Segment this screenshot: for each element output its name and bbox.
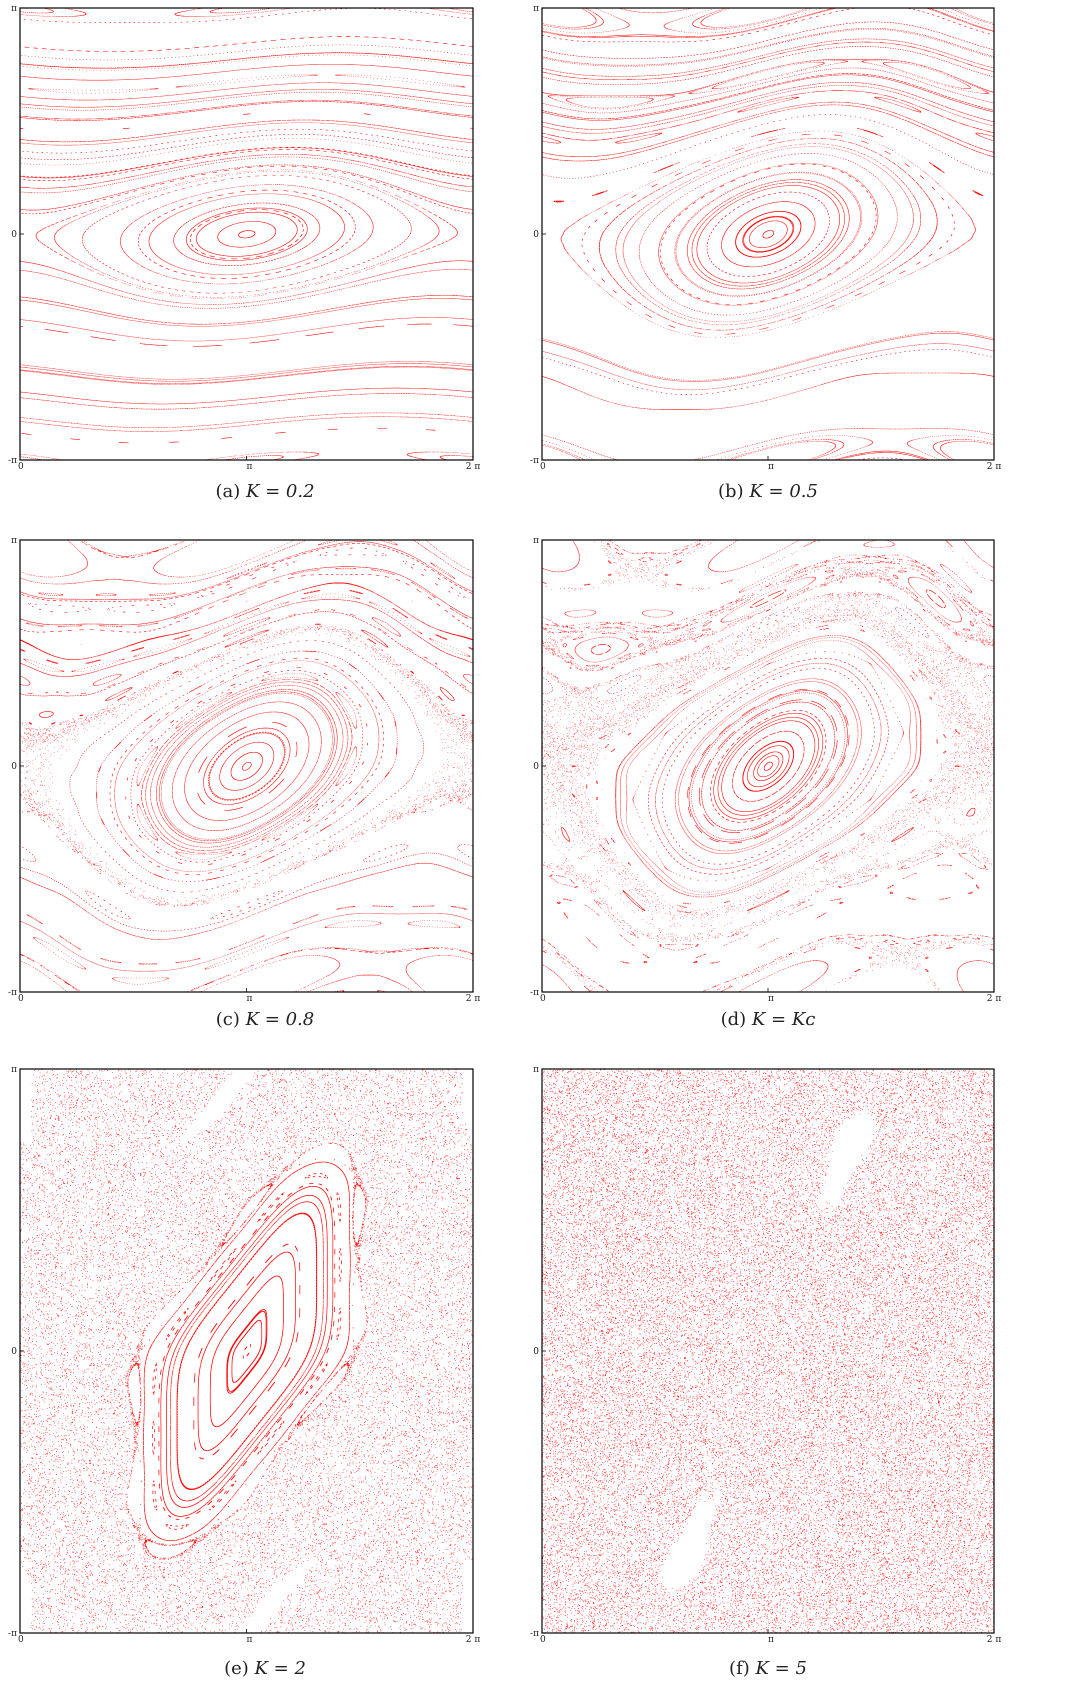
caption-f-prefix: (f) xyxy=(729,1658,750,1679)
y-tick-label-a-2: π xyxy=(11,4,17,14)
y-tick-label-d-1: 0 xyxy=(533,762,539,772)
x-tick-label-d-2: 2 π xyxy=(987,994,1002,1004)
orbit-path-c xyxy=(20,540,474,992)
y-tick-label-d-0: -π xyxy=(530,988,539,998)
orbit-points-e xyxy=(20,1069,474,1634)
plot-frame-b xyxy=(542,8,994,460)
orbit-path-f xyxy=(542,1069,995,1634)
x-tick-label-b-0: 0 xyxy=(540,462,546,472)
caption-d: (d) K = Kᴄ xyxy=(523,1009,1013,1030)
y-tick-label-c-1: 0 xyxy=(11,762,17,772)
y-tick-label-e-0: -π xyxy=(8,1629,17,1639)
y-tick-label-a-0: -π xyxy=(8,456,17,466)
x-tick-label-c-0: 0 xyxy=(18,994,24,1004)
x-tick-label-d-1: π xyxy=(768,994,774,1004)
x-tick-label-a-0: 0 xyxy=(18,462,24,472)
y-tick-label-b-1: 0 xyxy=(533,230,539,240)
caption-e-math: K = 2 xyxy=(255,1658,306,1679)
y-tick-label-e-2: π xyxy=(11,1065,17,1075)
caption-b-prefix: (b) xyxy=(718,481,744,502)
caption-a-prefix: (a) xyxy=(215,481,240,502)
orbit-path-d xyxy=(542,540,995,992)
x-tick-label-b-1: π xyxy=(768,462,774,472)
y-tick-label-e-1: 0 xyxy=(11,1347,17,1357)
caption-b-math: K = 0.5 xyxy=(749,481,818,502)
x-tick-label-c-2: 2 π xyxy=(466,994,481,1004)
caption-c-prefix: (c) xyxy=(216,1009,240,1030)
y-tick-label-f-2: π xyxy=(533,1065,539,1075)
x-tick-label-a-1: π xyxy=(246,462,252,472)
x-tick-label-e-2: 2 π xyxy=(466,1635,481,1645)
caption-e-prefix: (e) xyxy=(224,1658,249,1679)
plot-frame-c xyxy=(20,540,473,992)
caption-f-math: K = 5 xyxy=(756,1658,807,1679)
x-tick-label-f-1: π xyxy=(768,1635,774,1645)
caption-c-math: K = 0.8 xyxy=(246,1009,315,1030)
x-tick-label-e-1: π xyxy=(246,1635,252,1645)
y-tick-label-a-1: 0 xyxy=(11,230,17,240)
orbit-points-d xyxy=(542,540,995,992)
x-tick-label-f-0: 0 xyxy=(540,1635,546,1645)
plot-frame-d xyxy=(542,540,994,992)
orbit-points-f xyxy=(542,1069,995,1634)
caption-e: (e) K = 2 xyxy=(0,1658,530,1679)
orbit-points-b xyxy=(542,8,995,461)
y-tick-label-d-2: π xyxy=(533,536,539,546)
caption-f: (f) K = 5 xyxy=(523,1658,1013,1679)
x-tick-label-e-0: 0 xyxy=(18,1635,24,1645)
plot-frame-e xyxy=(20,1069,473,1633)
x-tick-label-a-2: 2 π xyxy=(466,462,481,472)
orbit-path-b xyxy=(542,8,995,461)
x-tick-label-c-1: π xyxy=(246,994,252,1004)
caption-c: (c) K = 0.8 xyxy=(0,1009,530,1030)
caption-d-prefix: (d) xyxy=(721,1009,747,1030)
y-tick-label-b-0: -π xyxy=(530,456,539,466)
y-tick-label-f-0: -π xyxy=(530,1629,539,1639)
orbit-points-c xyxy=(20,540,474,992)
y-tick-label-c-2: π xyxy=(11,536,17,546)
x-tick-label-d-0: 0 xyxy=(540,994,546,1004)
orbit-path-a xyxy=(20,8,474,461)
orbit-points-a xyxy=(20,8,474,461)
orbit-path-e xyxy=(20,1069,474,1634)
caption-a-math: K = 0.2 xyxy=(246,481,315,502)
caption-d-math: K = Kᴄ xyxy=(752,1009,816,1030)
plot-frame-a xyxy=(20,8,473,460)
caption-b: (b) K = 0.5 xyxy=(523,481,1013,502)
y-tick-label-b-2: π xyxy=(533,4,539,14)
y-tick-label-c-0: -π xyxy=(8,988,17,998)
caption-a: (a) K = 0.2 xyxy=(0,481,530,502)
x-tick-label-f-2: 2 π xyxy=(987,1635,1002,1645)
y-tick-label-f-1: 0 xyxy=(533,1347,539,1357)
x-tick-label-b-2: 2 π xyxy=(987,462,1002,472)
